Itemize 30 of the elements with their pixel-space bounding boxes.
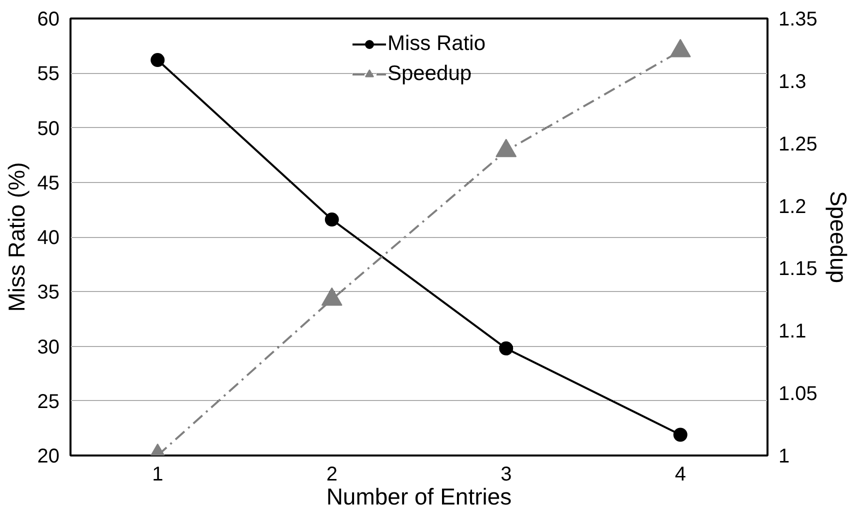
legend-label: Speedup xyxy=(387,62,472,86)
y-tick-label: 45 xyxy=(37,172,60,194)
x-axis-title: Number of Entries xyxy=(326,484,512,510)
y-tick-label: 25 xyxy=(37,390,60,413)
point xyxy=(673,428,688,442)
y-tick-label: 20 xyxy=(37,446,60,468)
point xyxy=(324,212,339,227)
point xyxy=(150,53,165,67)
y-tick-label: 50 xyxy=(37,118,60,140)
y-tick-label: 60 xyxy=(37,8,60,30)
x-tick-label: 3 xyxy=(500,464,512,486)
x-tick-label: 4 xyxy=(674,464,686,486)
y2-tick-label: 1.25 xyxy=(778,133,818,156)
y-tick-label: 40 xyxy=(37,227,60,249)
y-axis-title: Miss Ratio (%) xyxy=(3,162,30,312)
y2-tick-label: 1.3 xyxy=(778,70,806,93)
x-tick-label: 1 xyxy=(152,464,164,486)
point xyxy=(499,341,514,356)
y2-tick-label: 1.2 xyxy=(778,196,806,218)
y-tick-label: 30 xyxy=(37,336,60,358)
legend-label: Miss Ratio xyxy=(387,32,486,56)
y2-tick-label: 1 xyxy=(778,446,790,468)
y-tick-label: 55 xyxy=(37,63,60,86)
y-tick-label: 35 xyxy=(37,282,60,304)
y2-tick-label: 1.1 xyxy=(778,320,806,343)
y2-tick-label: 1.35 xyxy=(778,8,818,30)
y2-tick-label: 1.15 xyxy=(778,258,818,280)
y2-axis-title: Speedup xyxy=(825,190,852,284)
y2-tick-label: 1.05 xyxy=(778,383,818,406)
x-tick-label: 2 xyxy=(326,464,338,486)
